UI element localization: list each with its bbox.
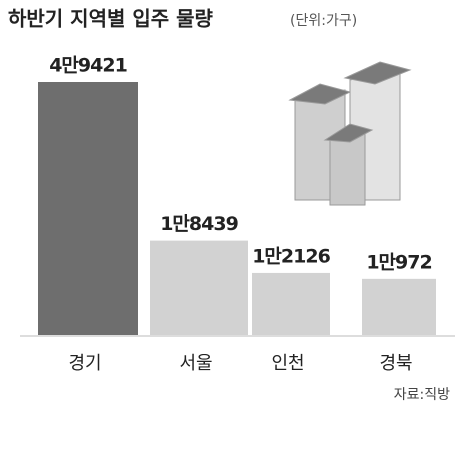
- bar: [38, 82, 138, 335]
- value-label: 1만2126: [252, 245, 330, 267]
- x-tick-label: 서울: [179, 353, 212, 374]
- building-illustration: [288, 61, 412, 206]
- bar: [252, 272, 330, 335]
- value-label: 4만9421: [49, 55, 127, 77]
- x-tick-label: 경북: [379, 353, 412, 374]
- bar: [362, 278, 436, 335]
- value-label: 1만972: [366, 251, 431, 273]
- source: 자료:직방: [394, 387, 450, 403]
- chart-title: 하반기 지역별 입주 물량: [8, 7, 213, 31]
- x-tick-label: 인천: [271, 353, 304, 374]
- x-tick-label: 경기: [68, 353, 101, 374]
- value-label: 1만8439: [160, 213, 238, 235]
- bar: [150, 240, 248, 335]
- chart-subtitle: (단위:가구): [290, 13, 357, 29]
